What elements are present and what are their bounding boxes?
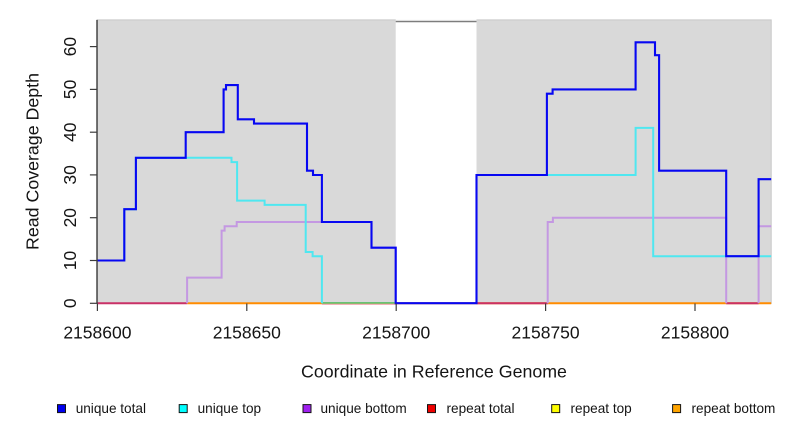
svg-text:unique bottom: unique bottom bbox=[321, 401, 407, 416]
svg-text:repeat total: repeat total bbox=[447, 401, 515, 416]
svg-text:50: 50 bbox=[60, 79, 80, 99]
svg-text:unique top: unique top bbox=[198, 401, 262, 416]
svg-text:2158600: 2158600 bbox=[63, 323, 131, 343]
svg-text:10: 10 bbox=[60, 251, 80, 271]
svg-text:20: 20 bbox=[60, 208, 80, 228]
svg-text:2158650: 2158650 bbox=[213, 323, 281, 343]
svg-text:2158750: 2158750 bbox=[512, 323, 580, 343]
svg-text:30: 30 bbox=[60, 165, 80, 185]
svg-text:repeat top: repeat top bbox=[571, 401, 632, 416]
svg-text:2158800: 2158800 bbox=[661, 323, 729, 343]
svg-text:60: 60 bbox=[60, 37, 80, 57]
svg-text:2158700: 2158700 bbox=[362, 323, 430, 343]
svg-text:Coordinate in Reference Genome: Coordinate in Reference Genome bbox=[301, 361, 567, 381]
svg-text:unique total: unique total bbox=[76, 401, 146, 416]
svg-text:repeat bottom: repeat bottom bbox=[692, 401, 776, 416]
svg-text:40: 40 bbox=[60, 122, 80, 142]
svg-text:0: 0 bbox=[60, 298, 80, 308]
svg-text:Read Coverage Depth: Read Coverage Depth bbox=[23, 73, 43, 250]
